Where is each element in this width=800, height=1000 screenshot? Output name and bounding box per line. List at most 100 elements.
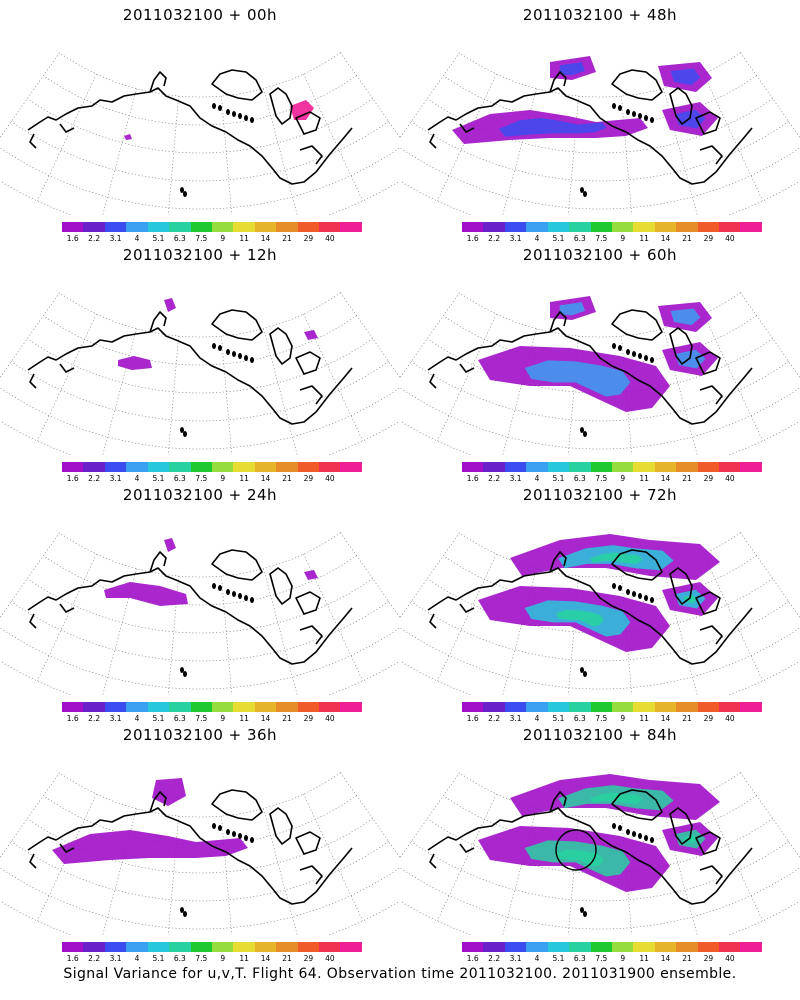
forecast-panel: 2011032100 + 00h 1.6 2.2 3.1 4 5.1 6.3 7.5 9 11 14… bbox=[0, 0, 400, 243]
colorbar-swatch bbox=[276, 942, 298, 952]
colorbar-swatch bbox=[697, 462, 720, 472]
colorbar-tick-label: 5.1 bbox=[152, 714, 165, 723]
colorbar-tick-label: 40 bbox=[725, 474, 735, 483]
colorbar-swatch bbox=[104, 702, 127, 712]
colorbar-tick-label: 3.1 bbox=[509, 234, 522, 243]
colorbar-tick-label: 1.6 bbox=[466, 474, 479, 483]
colorbar-swatch bbox=[126, 942, 148, 952]
colorbar-tick-label: 3.1 bbox=[509, 954, 522, 963]
colorbar-tick-label: 21 bbox=[682, 234, 692, 243]
colorbar-swatch bbox=[104, 942, 127, 952]
panel-title: 2011032100 + 12h bbox=[122, 246, 278, 264]
colorbar-swatch bbox=[297, 462, 320, 472]
colorbar-tick-label: 11 bbox=[239, 234, 249, 243]
colorbar-swatch bbox=[233, 702, 255, 712]
highlight-circle bbox=[555, 829, 597, 871]
colorbar-swatch bbox=[319, 462, 341, 472]
colorbar-tick-label: 9 bbox=[220, 714, 226, 723]
colorbar-tick-label: 21 bbox=[682, 954, 692, 963]
colorbar-tick-label: 40 bbox=[725, 714, 735, 723]
colorbar-swatch bbox=[547, 462, 570, 472]
colorbar-swatch bbox=[611, 462, 634, 472]
colorbar-swatch bbox=[697, 222, 720, 232]
colorbar-tick-labels: 1.6 2.2 3.1 4 5.1 6.3 7.5 9 11 14 21 29 40 bbox=[62, 474, 382, 486]
colorbar-swatch bbox=[254, 702, 277, 712]
colorbar-swatch bbox=[190, 462, 212, 472]
colorbar-tick-label: 7.5 bbox=[595, 714, 608, 723]
colorbar-swatch bbox=[590, 702, 612, 712]
colorbar-swatch bbox=[147, 942, 170, 952]
panel-title: 2011032100 + 24h bbox=[122, 486, 278, 504]
colorbar-tick-label: 21 bbox=[682, 714, 692, 723]
colorbar-swatch bbox=[126, 462, 148, 472]
colorbar-tick-label: 40 bbox=[325, 234, 335, 243]
colorbar-swatch bbox=[340, 942, 362, 952]
colorbar-swatch bbox=[697, 942, 720, 952]
colorbar-tick-label: 7.5 bbox=[595, 954, 608, 963]
colorbar-tick-label: 5.1 bbox=[152, 474, 165, 483]
colorbar-swatch bbox=[126, 222, 148, 232]
forecast-panel: 2011032100 + 12h 1.6 2.2 3.1 4 5.1 6.3 7.5 9 11 14… bbox=[0, 240, 400, 483]
colorbar-swatch bbox=[569, 462, 591, 472]
colorbar-tick-label: 5.1 bbox=[552, 714, 565, 723]
colorbar-tick-label: 3.1 bbox=[109, 474, 122, 483]
colorbar-tick-labels: 1.6 2.2 3.1 4 5.1 6.3 7.5 9 11 14 21 29 40 bbox=[62, 954, 382, 966]
colorbar-tick-label: 2.2 bbox=[88, 474, 101, 483]
colorbar-tick-label: 2.2 bbox=[488, 234, 501, 243]
colorbar-swatch bbox=[83, 222, 105, 232]
colorbar-swatch bbox=[697, 702, 720, 712]
colorbar-tick-label: 4 bbox=[534, 714, 540, 723]
colorbar-tick-label: 29 bbox=[303, 714, 314, 723]
colorbar-swatch bbox=[504, 942, 527, 952]
colorbar-tick-label: 3.1 bbox=[109, 714, 122, 723]
panel-title: 2011032100 + 36h bbox=[122, 726, 278, 744]
colorbar-tick-label: 21 bbox=[282, 474, 292, 483]
polar-map bbox=[400, 292, 800, 455]
colorbar-tick-label: 29 bbox=[303, 234, 314, 243]
colorbar-tick-label: 11 bbox=[239, 714, 249, 723]
colorbar-swatch bbox=[611, 942, 634, 952]
colorbar-tick-label: 40 bbox=[725, 234, 735, 243]
colorbar-swatch bbox=[740, 702, 762, 712]
colorbar-swatch bbox=[740, 222, 762, 232]
colorbar-tick-label: 6.3 bbox=[173, 714, 186, 723]
colorbar-swatch bbox=[526, 702, 548, 712]
colorbar-swatch bbox=[297, 222, 320, 232]
colorbar-swatch bbox=[504, 222, 527, 232]
colorbar-swatch bbox=[719, 942, 741, 952]
colorbar-swatch bbox=[654, 222, 677, 232]
colorbar-tick-label: 6.3 bbox=[573, 954, 586, 963]
colorbar-tick-label: 4 bbox=[134, 954, 140, 963]
colorbar-swatch bbox=[569, 702, 591, 712]
colorbar-swatch bbox=[147, 702, 170, 712]
panel-title: 2011032100 + 48h bbox=[522, 6, 678, 24]
colorbar-tick-label: 4 bbox=[134, 474, 140, 483]
colorbar-tick-label: 2.2 bbox=[88, 954, 101, 963]
colorbar-tick-label: 21 bbox=[282, 234, 292, 243]
colorbar-swatch bbox=[483, 222, 505, 232]
colorbar-tick-label: 29 bbox=[703, 474, 714, 483]
colorbar-swatch bbox=[62, 942, 84, 952]
polar-map bbox=[0, 772, 400, 935]
figure-caption: Signal Variance for u,v,T. Flight 64. Ob… bbox=[63, 966, 737, 982]
colorbar-tick-label: 4 bbox=[134, 234, 140, 243]
colorbar-tick-label: 9 bbox=[620, 714, 626, 723]
colorbar-tick-label: 9 bbox=[220, 474, 226, 483]
panel-title: 2011032100 + 60h bbox=[522, 246, 678, 264]
colorbar-swatch bbox=[462, 702, 484, 712]
forecast-panel: 2011032100 + 36h 1.6 2.2 3.1 4 5.1 6.3 7.5 9 11 14… bbox=[0, 720, 400, 963]
colorbar-swatch bbox=[590, 942, 612, 952]
colorbar-tick-labels: 1.6 2.2 3.1 4 5.1 6.3 7.5 9 11 14 21 29 40 bbox=[462, 714, 782, 726]
colorbar-swatch bbox=[676, 222, 698, 232]
colorbar-tick-label: 1.6 bbox=[466, 954, 479, 963]
colorbar-swatch bbox=[526, 222, 548, 232]
colorbar-swatch bbox=[104, 462, 127, 472]
colorbar-swatch bbox=[590, 462, 612, 472]
panel-title: 2011032100 + 72h bbox=[522, 486, 678, 504]
colorbar-tick-label: 14 bbox=[260, 954, 271, 963]
colorbar bbox=[462, 942, 762, 952]
colorbar-tick-label: 2.2 bbox=[88, 234, 101, 243]
colorbar-swatch bbox=[319, 942, 341, 952]
colorbar-swatch bbox=[483, 702, 505, 712]
